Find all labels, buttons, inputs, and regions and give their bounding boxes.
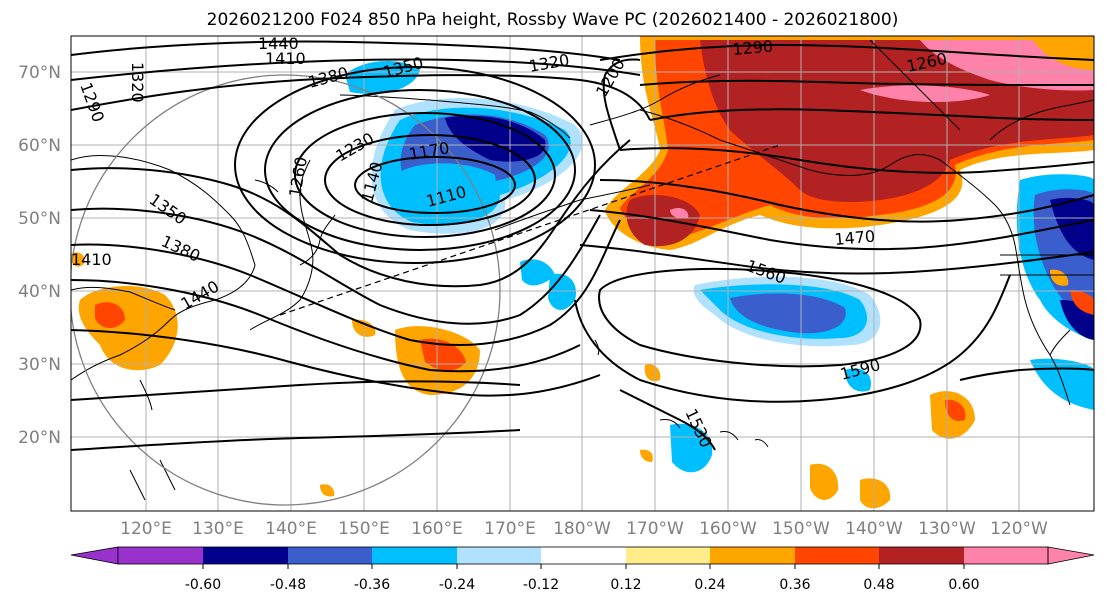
colorbar-segment [541, 547, 626, 564]
lon-label: 160°E [411, 519, 463, 539]
coastlines [71, 39, 1094, 501]
lon-label: 180°W [553, 519, 611, 539]
colorbar-extend-high [1047, 546, 1095, 565]
contour-label: 1410 [71, 250, 112, 269]
lon-label: 130°W [918, 519, 976, 539]
colorbar-label: -0.36 [354, 577, 390, 593]
lat-label: 20°N [18, 428, 61, 448]
colorbar-segment [118, 547, 203, 564]
colorbar-segment [288, 547, 372, 564]
lon-label: 160°W [699, 519, 757, 539]
colorbar-label: 0.36 [779, 577, 810, 593]
colorbar-segment [964, 547, 1048, 564]
lon-label: 120°E [120, 519, 172, 539]
negative-anomaly-shading [345, 60, 1094, 473]
colorbar-label: 0.48 [863, 577, 894, 593]
lat-label: 30°N [18, 355, 61, 375]
colorbar-label: -0.12 [523, 577, 559, 593]
colorbar-segment [457, 547, 541, 564]
colorbar-segment [372, 547, 457, 564]
colorbar-frame [117, 546, 1049, 565]
colorbar-segment [879, 547, 964, 564]
colorbar-label: -0.60 [185, 577, 221, 593]
lon-label: 130°E [192, 519, 244, 539]
lat-label: 50°N [18, 209, 61, 229]
colorbar-label: 0.24 [694, 577, 725, 593]
colorbar-label: -0.48 [270, 577, 306, 593]
colorbar-extend-low [70, 546, 119, 565]
lon-label: 170°E [484, 519, 536, 539]
region-circle [71, 74, 501, 506]
map-frame [70, 35, 1095, 512]
cross-section-line [279, 144, 781, 316]
longitude-labels: 120°E 130°E 140°E 150°E 160°E 170°E 180°… [120, 519, 1048, 539]
contour-label: 1440 [258, 34, 299, 53]
contour-label: 1320 [128, 62, 147, 103]
colorbar-segment [203, 547, 288, 564]
lat-label: 40°N [18, 282, 61, 302]
colorbar-label: 0.60 [948, 577, 979, 593]
colorbar-segment [710, 547, 795, 564]
latitude-labels: 70°N 60°N 50°N 40°N 30°N 20°N [18, 63, 61, 448]
lon-label: 150°W [772, 519, 830, 539]
contour-label: 1290 [732, 37, 774, 59]
contour-label: 1470 [834, 227, 876, 249]
colorbar-segment [626, 547, 710, 564]
lon-label: 140°W [845, 519, 903, 539]
lat-label: 70°N [18, 63, 61, 83]
lon-label: 120°W [990, 519, 1048, 539]
colorbar-label: -0.24 [439, 577, 475, 593]
lon-label: 170°W [626, 519, 684, 539]
map-title: 2026021200 F024 850 hPa height, Rossby W… [206, 10, 899, 30]
lat-label: 60°N [18, 136, 61, 156]
lon-label: 150°E [338, 519, 390, 539]
positive-anomaly-shading [71, 36, 1094, 509]
height-contours [71, 40, 1094, 451]
lon-label: 140°E [265, 519, 317, 539]
contour-label: 1410 [265, 49, 306, 68]
colorbar-segment [795, 547, 879, 564]
colorbar: -0.60 -0.48 -0.36 -0.24 -0.12 0.12 0.24 … [70, 546, 1095, 593]
colorbar-label: 0.12 [610, 577, 641, 593]
